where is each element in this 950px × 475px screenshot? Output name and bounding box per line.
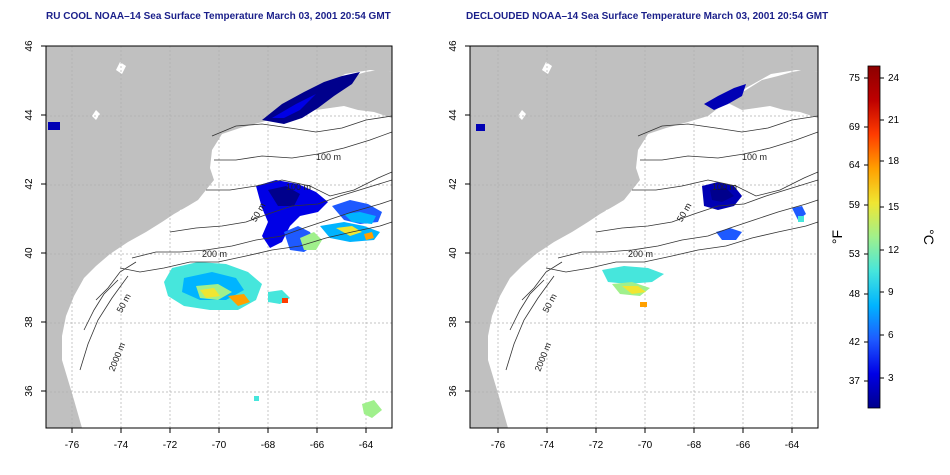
fahrenheit-tick-label: 64 (849, 160, 861, 171)
left-bathymetry-contours (79, 115, 392, 371)
lat-tick-label: 40 (24, 247, 35, 259)
lat-tick-label: 40 (448, 247, 459, 259)
celsius-tick-label: 24 (888, 73, 900, 84)
contour-label: 200 m (202, 249, 227, 259)
lat-tick-label: 44 (24, 109, 35, 121)
left-sst-patches (48, 72, 382, 418)
fahrenheit-tick-label: 69 (849, 122, 861, 133)
lat-tick-label: 36 (24, 385, 35, 397)
lon-tick-label: -68 (261, 440, 276, 451)
lon-tick-label: -70 (212, 440, 227, 451)
fahrenheit-tick-label: 75 (849, 73, 861, 84)
lon-tick-label: -66 (310, 440, 325, 451)
lon-tick-label: -64 (359, 440, 374, 451)
lon-tick-label: -74 (114, 440, 129, 451)
lat-tick-label: 42 (448, 178, 459, 190)
fahrenheit-tick-label: 48 (849, 289, 861, 300)
right-map-frame (469, 45, 819, 429)
fahrenheit-tick-label: 37 (849, 376, 861, 387)
lat-tick-label: 46 (448, 40, 459, 52)
contour-label: 200 m (628, 249, 653, 259)
lon-tick-label: -72 (589, 440, 604, 451)
celsius-tick-label: 12 (888, 245, 900, 256)
celsius-axis-label: °C (921, 229, 937, 245)
lon-tick-label: -68 (687, 440, 702, 451)
right-bathymetry-contours (505, 115, 818, 371)
celsius-tick-label: 21 (888, 115, 900, 126)
lon-tick-label: -74 (540, 440, 555, 451)
colorbar-ticks: 75 69 64 59 53 48 42 37 24 21 18 15 12 9 6 3 (849, 73, 900, 387)
fahrenheit-tick-label: 42 (849, 337, 861, 348)
left-grid (46, 46, 392, 428)
fahrenheit-tick-label: 59 (849, 200, 861, 211)
fahrenheit-tick-label: 53 (849, 249, 861, 260)
contour-label: 100 m (712, 182, 737, 192)
celsius-tick-label: 9 (888, 287, 894, 298)
lon-tick-label: -64 (785, 440, 800, 451)
celsius-tick-label: 18 (888, 156, 900, 167)
lat-tick-label: 42 (24, 178, 35, 190)
celsius-tick-label: 15 (888, 202, 900, 213)
right-map-panel: 100 m 100 m 50 m 200 m 50 m 2000 m (469, 45, 819, 429)
celsius-tick-label: 6 (888, 330, 894, 341)
temperature-colorbar: 75 69 64 59 53 48 42 37 24 21 18 15 12 9 6 3 °F °C (829, 65, 937, 409)
contour-label: 100 m (316, 152, 341, 162)
right-sst-patches (476, 84, 806, 307)
fahrenheit-axis-label: °F (829, 230, 845, 244)
lat-tick-label: 38 (448, 316, 459, 328)
lon-tick-label: -72 (163, 440, 178, 451)
map-axes: -76 -74 -72 -70 -68 -66 -64 46 44 42 40 38 36 -76 -74 -… (24, 40, 800, 451)
contour-label: 100 m (286, 182, 311, 192)
lat-tick-label: 46 (24, 40, 35, 52)
right-grid (470, 46, 818, 428)
left-land-mass (46, 46, 392, 428)
lon-tick-label: -76 (491, 440, 506, 451)
right-land-mass (470, 46, 818, 428)
contour-label: 100 m (742, 152, 767, 162)
celsius-tick-label: 3 (888, 373, 894, 384)
left-map-panel: 100 m 100 m 50 m 200 m 50 m 2000 m (45, 45, 393, 429)
left-map-title: RU COOL NOAA–14 Sea Surface Temperature … (46, 11, 391, 22)
colorbar-gradient (867, 65, 881, 409)
lon-tick-label: -76 (65, 440, 80, 451)
lat-tick-label: 38 (24, 316, 35, 328)
lon-tick-label: -70 (638, 440, 653, 451)
lon-tick-label: -66 (736, 440, 751, 451)
lat-tick-label: 44 (448, 109, 459, 121)
lat-tick-label: 36 (448, 385, 459, 397)
right-map-title: DECLOUDED NOAA–14 Sea Surface Temperatur… (466, 11, 829, 22)
